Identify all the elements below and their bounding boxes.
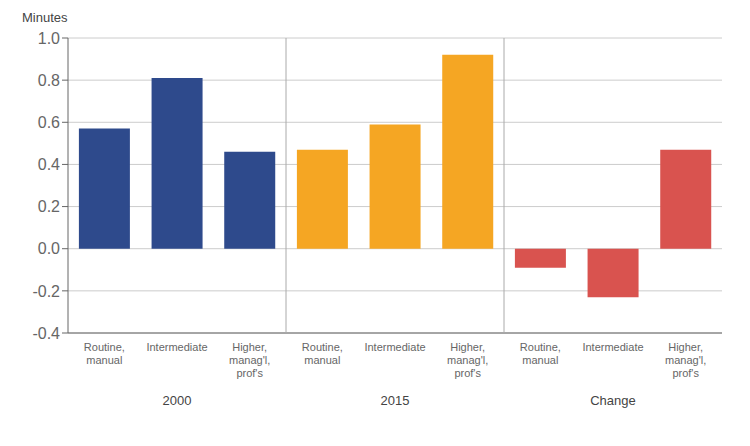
svg-text:-0.2: -0.2: [32, 283, 60, 300]
svg-text:Routine,manual: Routine,manual: [84, 341, 125, 366]
svg-text:0.2: 0.2: [38, 198, 60, 215]
svg-text:Routine,manual: Routine,manual: [302, 341, 343, 366]
html-text:Minutes: Minutes: [22, 10, 68, 25]
svg-text:-0.4: -0.4: [32, 325, 60, 342]
svg-text:2000: 2000: [163, 393, 192, 408]
svg-text:Higher,manag'l,prof's: Higher,manag'l,prof's: [447, 341, 488, 379]
svg-text:0.6: 0.6: [38, 114, 60, 131]
svg-text:Routine,manual: Routine,manual: [520, 341, 561, 366]
svg-text:0.8: 0.8: [38, 72, 60, 89]
svg-text:0.0: 0.0: [38, 240, 60, 257]
svg-text:2015: 2015: [381, 393, 410, 408]
svg-text:Intermediate: Intermediate: [582, 341, 643, 353]
svg-text:0.4: 0.4: [38, 156, 60, 173]
svg-text:Intermediate: Intermediate: [146, 341, 207, 353]
svg-text:Change: Change: [590, 393, 636, 408]
svg-text:Higher,manag'l,prof's: Higher,manag'l,prof's: [229, 341, 270, 379]
svg-text:Higher,manag'l,prof's: Higher,manag'l,prof's: [665, 341, 706, 379]
svg-text:Intermediate: Intermediate: [364, 341, 425, 353]
svg-text:1.0: 1.0: [38, 30, 60, 47]
